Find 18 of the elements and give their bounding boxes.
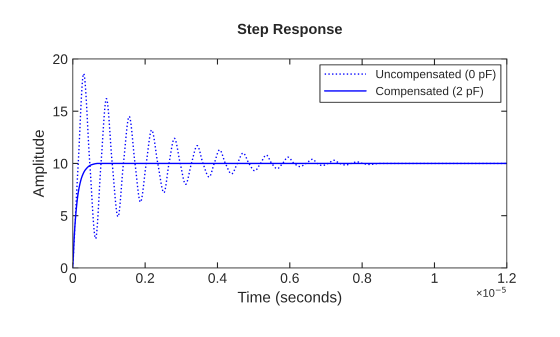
y-tick-label: 20 xyxy=(53,54,68,64)
x-tick-label: 1.2 xyxy=(498,273,516,283)
x-axis-title: Time (seconds) xyxy=(238,291,342,306)
y-tick-label: 15 xyxy=(54,106,68,116)
x-tick-label: 1 xyxy=(432,273,438,283)
legend-label: Compensated (2 pF) xyxy=(376,86,483,98)
y-axis-title: Amplitude xyxy=(32,130,47,198)
x-tick-label: 0.8 xyxy=(353,273,372,283)
y-tick-label: 5 xyxy=(60,211,68,221)
x-tick-label: 0.6 xyxy=(280,273,299,283)
x-tick-label: 0.4 xyxy=(208,273,227,283)
legend-label: Uncompensated (0 pF) xyxy=(376,70,496,81)
text: ×10$^{−5}$ xyxy=(476,286,506,297)
y-tick-label: 10 xyxy=(54,158,68,169)
y-tick-label: 0 xyxy=(60,263,68,274)
x-tick-label: 0.2 xyxy=(136,273,154,283)
chart-title: Step Response xyxy=(238,24,342,37)
x-tick-label: 0 xyxy=(69,273,76,283)
